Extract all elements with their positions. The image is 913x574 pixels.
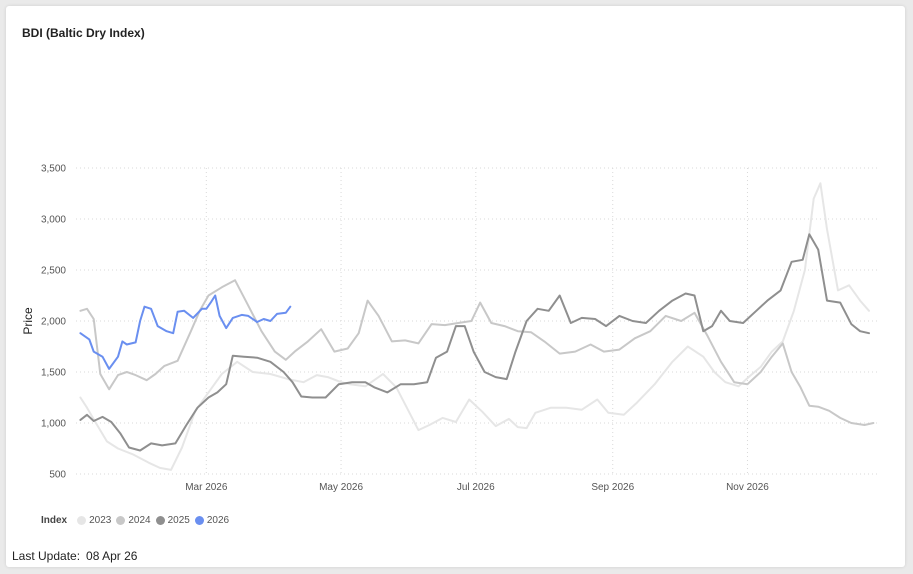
legend-item-label: 2025	[167, 515, 190, 526]
x-tick-label: Jul 2026	[457, 482, 495, 493]
legend-dot-icon	[155, 516, 165, 525]
series-line-2025	[79, 233, 870, 452]
series-line-2026	[79, 294, 292, 370]
legend-item-label: 2023	[89, 515, 112, 526]
legend-items: 2023 2024 2025 2026	[77, 515, 234, 526]
legend-item-2023[interactable]: 2023	[77, 515, 111, 526]
chart-title: BDI (Baltic Dry Index)	[22, 26, 145, 40]
legend-item-label: 2026	[206, 515, 230, 526]
x-tick-label: May 2026	[319, 482, 363, 493]
y-tick-label: 2,500	[41, 266, 66, 277]
x-tick-label: Sep 2026	[591, 482, 634, 493]
legend-dot-icon	[77, 516, 87, 525]
last-update-label: Last Update:	[12, 549, 81, 563]
last-update: Last Update: 08 Apr 26	[12, 549, 137, 563]
legend-item-label: 2024	[128, 515, 151, 526]
legend: Index 2023 2024 2025 2026	[41, 515, 234, 526]
x-tick-label: Mar 2026	[185, 482, 228, 493]
x-tick-label: Nov 2026	[726, 482, 769, 493]
chart-card	[6, 6, 905, 567]
series-lines	[79, 182, 875, 471]
legend-item-2024[interactable]: 2024	[116, 515, 151, 526]
series-line-2024	[79, 279, 875, 426]
grid	[76, 167, 880, 475]
y-tick-label: 1,000	[41, 419, 66, 430]
y-tick-label: 3,500	[41, 164, 66, 175]
legend-dot-icon	[194, 516, 204, 525]
legend-dot-icon	[116, 516, 126, 525]
legend-item-2026[interactable]: 2026	[194, 515, 230, 526]
y-tick-label: 500	[49, 470, 66, 481]
legend-item-2025[interactable]: 2025	[155, 515, 190, 526]
series-line-2023	[79, 182, 870, 471]
last-update-value: 08 Apr 26	[86, 549, 138, 563]
y-axis-label: Price	[21, 307, 35, 335]
y-tick-label: 3,000	[41, 215, 66, 226]
axes: 500 1,000 1,500 2,000 2,500 3,000 3,500 Mar 202…	[21, 164, 769, 494]
y-tick-label: 1,500	[41, 368, 66, 379]
y-tick-label: 2,000	[41, 317, 66, 328]
legend-title: Index	[41, 515, 68, 526]
